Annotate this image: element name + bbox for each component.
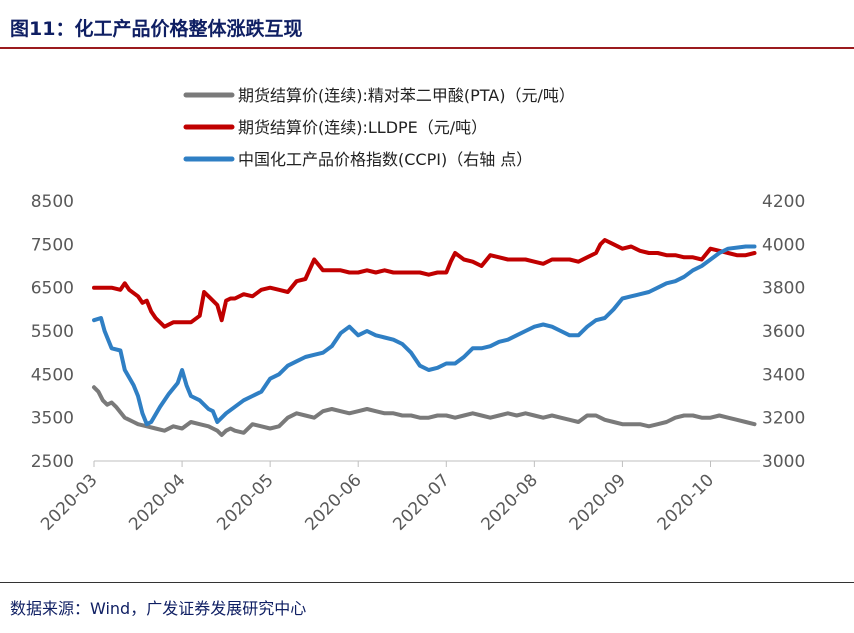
- x-axis-tick-label: 2020-03: [37, 470, 101, 534]
- figure-title: 图11：化工产品价格整体涨跌互现: [10, 18, 303, 40]
- left-axis-tick-label: 5500: [31, 322, 74, 342]
- series-line-lldpe: [92, 238, 757, 329]
- right-axis-tick-label: 3000: [762, 452, 805, 472]
- right-axis-tick-label: 3800: [762, 279, 805, 299]
- left-axis-tick-label: 4500: [31, 365, 74, 385]
- right-axis-tick-label: 3200: [762, 409, 805, 429]
- left-axis-tick-label: 2500: [31, 452, 74, 472]
- right-axis-tick-label: 4000: [762, 235, 805, 255]
- x-axis-tick-label: 2020-04: [125, 470, 189, 534]
- right-axis-tick-label: 3400: [762, 365, 805, 385]
- left-axis-tick-label: 8500: [31, 192, 74, 212]
- footer-divider: [0, 582, 854, 583]
- title-bar: 图11：化工产品价格整体涨跌互现: [0, 0, 854, 48]
- x-axis-tick-label: 2020-06: [301, 470, 365, 534]
- x-axis-tick-label: 2020-10: [654, 470, 718, 534]
- left-axis-tick-label: 7500: [31, 235, 74, 255]
- legend-label-pta: 期货结算价(连续):精对苯二甲酸(PTA)（元/吨）: [238, 86, 575, 105]
- x-axis-tick-label: 2020-09: [566, 470, 630, 534]
- series-lines: [92, 238, 757, 437]
- series-line-pta: [92, 385, 757, 437]
- x-axis-tick-label: 2020-05: [213, 470, 277, 534]
- x-axis-tick-label: 2020-07: [389, 470, 453, 534]
- legend-label-lldpe: 期货结算价(连续):LLDPE（元/吨）: [238, 118, 487, 137]
- title-divider: [0, 47, 854, 49]
- source-note: 数据来源：Wind，广发证券发展研究中心: [10, 599, 307, 618]
- right-axis-tick-label: 4200: [762, 192, 805, 212]
- series-line-ccpi: [92, 244, 757, 427]
- left-axis-ticks: 8500 7500 6500 5500 4500 3500 2500: [31, 192, 74, 472]
- right-axis-ticks: 4200 4000 3800 3600 3400 3200 3000: [762, 192, 805, 472]
- x-axis-tick-label: 2020-08: [478, 470, 542, 534]
- left-axis-tick-label: 3500: [31, 409, 74, 429]
- line-chart: 期货结算价(连续):精对苯二甲酸(PTA)（元/吨） 期货结算价(连续):LLDP…: [31, 86, 806, 535]
- chart-legend: 期货结算价(连续):精对苯二甲酸(PTA)（元/吨） 期货结算价(连续):LLDP…: [183, 86, 575, 169]
- left-axis-tick-label: 6500: [31, 279, 74, 299]
- x-axis: 2020-03 2020-04 2020-05 2020-06 2020-07 2020-…: [37, 460, 760, 535]
- legend-label-ccpi: 中国化工产品价格指数(CCPI)（右轴 点）: [238, 150, 532, 169]
- right-axis-tick-label: 3600: [762, 322, 805, 342]
